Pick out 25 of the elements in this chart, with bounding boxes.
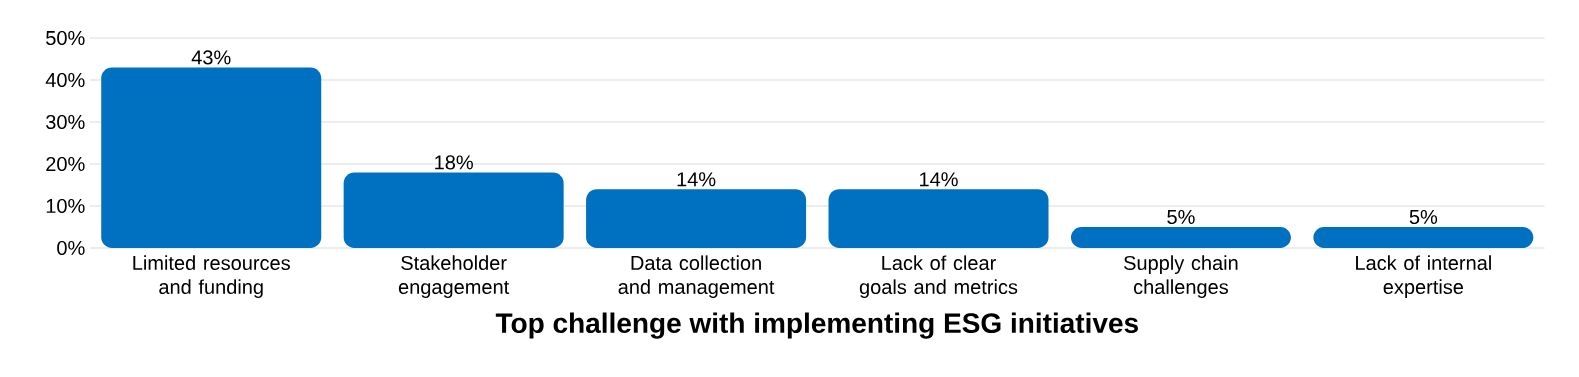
bar [1313,226,1534,248]
x-tick-label: Lack of clear goals and metrics [859,255,1018,298]
x-tick-label: Lack of internal expertise [1356,255,1491,298]
y-tick-label: 40% [45,72,85,88]
y-tick-label: 30% [46,114,85,130]
y-tick-label: 0% [57,240,85,256]
data-label: 14% [677,172,716,187]
x-axis-title: Top challenge with implementing ESG initiatives [495,312,1138,339]
bar [1070,226,1291,248]
x-tick-label: Stakeholder engagement [398,255,510,298]
x-tick-label: Supply chain challenges [1124,255,1238,298]
data-label: 5% [1409,210,1438,225]
data-label: 14% [920,172,958,187]
y-tick-label: 10% [46,198,85,214]
bar [101,67,322,248]
data-label: 43% [191,50,231,65]
bar [586,189,807,248]
data-label: 18% [435,155,473,170]
bar [343,172,564,248]
x-tick-label: Limited resources and funding [133,255,290,298]
bar [828,189,1049,248]
y-tick-label: 20% [46,156,85,172]
y-tick-label: 50% [46,30,85,46]
data-label: 5% [1167,210,1195,225]
x-tick-label: Data collection and management [618,255,775,298]
